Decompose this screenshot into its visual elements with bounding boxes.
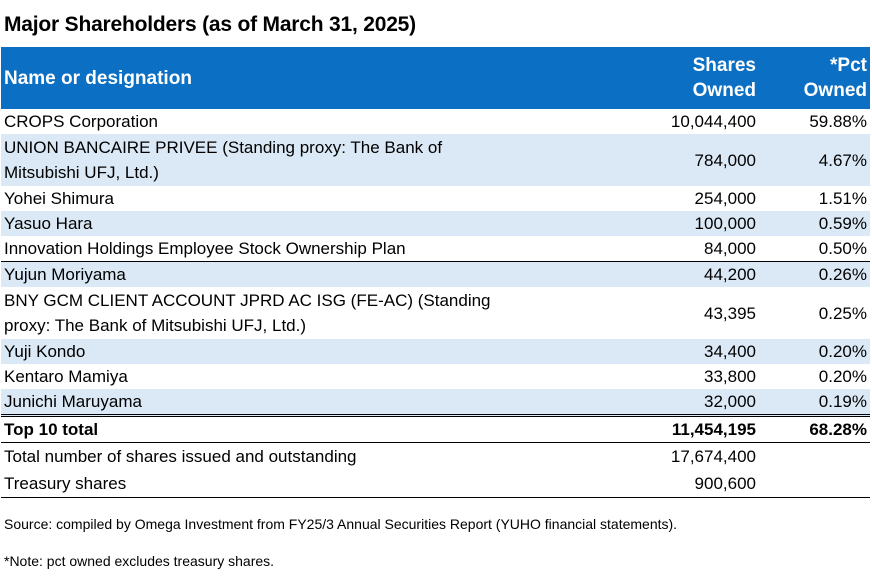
shares-owned: 34,400 xyxy=(641,339,759,364)
source-note: Source: compiled by Omega Investment fro… xyxy=(4,516,678,532)
footnote: *Note: pct owned excludes treasury share… xyxy=(4,553,275,569)
shareholder-name: Yujun Moriyama xyxy=(1,261,641,287)
table-row: Total number of shares issued and outsta… xyxy=(1,443,870,471)
table-row: Kentaro Mamiya 33,800 0.20% xyxy=(1,364,870,389)
table-row: BNY GCM CLIENT ACCOUNT JPRD AC ISG (FE-A… xyxy=(1,287,870,339)
total-shares: 11,454,195 xyxy=(641,414,759,443)
shareholder-name: Yohei Shimura xyxy=(4,189,114,208)
pct-owned: 0.19% xyxy=(759,389,870,416)
header-pct: *Pct Owned xyxy=(759,47,870,109)
shareholder-name-line1: UNION BANCAIRE PRIVEE (Standing proxy: T… xyxy=(4,138,443,157)
extra-label: Treasury shares xyxy=(1,470,641,498)
pct-owned: 0.20% xyxy=(818,367,867,386)
shareholder-name: CROPS Corporation xyxy=(4,112,159,131)
pct-owned: 4.67% xyxy=(759,134,870,186)
table-row: Junichi Maruyama 32,000 0.19% xyxy=(1,389,870,416)
empty-cell xyxy=(759,443,870,471)
header-pct-line2: Owned xyxy=(803,80,867,101)
shareholder-name: Kentaro Mamiya xyxy=(4,367,128,386)
pct-owned: 0.25% xyxy=(818,303,867,323)
table-row: Yohei Shimura 254,000 1.51% xyxy=(1,186,870,211)
shareholder-name: BNY GCM CLIENT ACCOUNT JPRD AC ISG (FE-A… xyxy=(1,287,641,339)
table-row: Yuji Kondo 34,400 0.20% xyxy=(1,339,870,364)
shares-owned: 32,000 xyxy=(641,389,759,416)
shareholders-table: Name or designation Shares Owned *Pct Owne… xyxy=(1,47,870,498)
pct-owned: 0.59% xyxy=(759,211,870,236)
table-row: Innovation Holdings Employee Stock Owner… xyxy=(1,236,870,262)
extra-label: Total number of shares issued and outsta… xyxy=(4,447,357,466)
shares-owned: 84,000 xyxy=(704,239,756,258)
header-shares-line1: Shares xyxy=(692,55,756,76)
header-shares-line2: Owned xyxy=(692,80,756,101)
shareholder-name: UNION BANCAIRE PRIVEE (Standing proxy: T… xyxy=(1,134,641,186)
shareholder-name-line2: proxy: The Bank of Mitsubishi UFJ, Ltd.) xyxy=(4,316,307,335)
shares-owned: 44,200 xyxy=(641,261,759,287)
shareholder-name: Junichi Maruyama xyxy=(1,389,641,416)
empty-cell xyxy=(759,470,870,498)
total-pct: 68.28% xyxy=(759,414,870,443)
table-row: UNION BANCAIRE PRIVEE (Standing proxy: T… xyxy=(1,134,870,186)
pct-owned: 59.88% xyxy=(809,112,867,131)
total-row: Top 10 total 11,454,195 68.28% xyxy=(1,414,870,443)
shares-owned: 784,000 xyxy=(641,134,759,186)
table-row: Treasury shares 900,600 xyxy=(1,470,870,498)
shares-owned: 10,044,400 xyxy=(670,112,756,131)
shares-owned: 43,395 xyxy=(704,303,756,323)
pct-owned: 0.26% xyxy=(759,261,870,287)
extra-shares: 17,674,400 xyxy=(670,447,756,466)
table-header-row: Name or designation Shares Owned *Pct Owne… xyxy=(1,47,870,109)
shareholder-name-line1: BNY GCM CLIENT ACCOUNT JPRD AC ISG (FE-A… xyxy=(4,291,491,310)
shares-owned: 254,000 xyxy=(694,189,756,208)
shares-owned: 100,000 xyxy=(641,211,759,236)
shareholder-name: Yasuo Hara xyxy=(1,211,641,236)
total-label: Top 10 total xyxy=(1,414,641,443)
shareholder-name: Yuji Kondo xyxy=(1,339,641,364)
shares-owned: 33,800 xyxy=(704,367,756,386)
extra-shares: 900,600 xyxy=(641,470,759,498)
header-pct-line1: *Pct xyxy=(830,55,867,76)
header-shares: Shares Owned xyxy=(641,47,759,109)
table-row: Yujun Moriyama 44,200 0.26% xyxy=(1,261,870,287)
page-title: Major Shareholders (as of March 31, 2025… xyxy=(4,13,416,36)
table-row: Yasuo Hara 100,000 0.59% xyxy=(1,211,870,236)
table-row: CROPS Corporation 10,044,400 59.88% xyxy=(1,109,870,134)
pct-owned: 0.20% xyxy=(759,339,870,364)
pct-owned: 0.50% xyxy=(818,239,867,258)
shareholder-name-line2: Mitsubishi UFJ, Ltd.) xyxy=(4,163,159,182)
shareholder-name: Innovation Holdings Employee Stock Owner… xyxy=(4,239,406,258)
header-name: Name or designation xyxy=(1,47,641,109)
pct-owned: 1.51% xyxy=(818,189,867,208)
